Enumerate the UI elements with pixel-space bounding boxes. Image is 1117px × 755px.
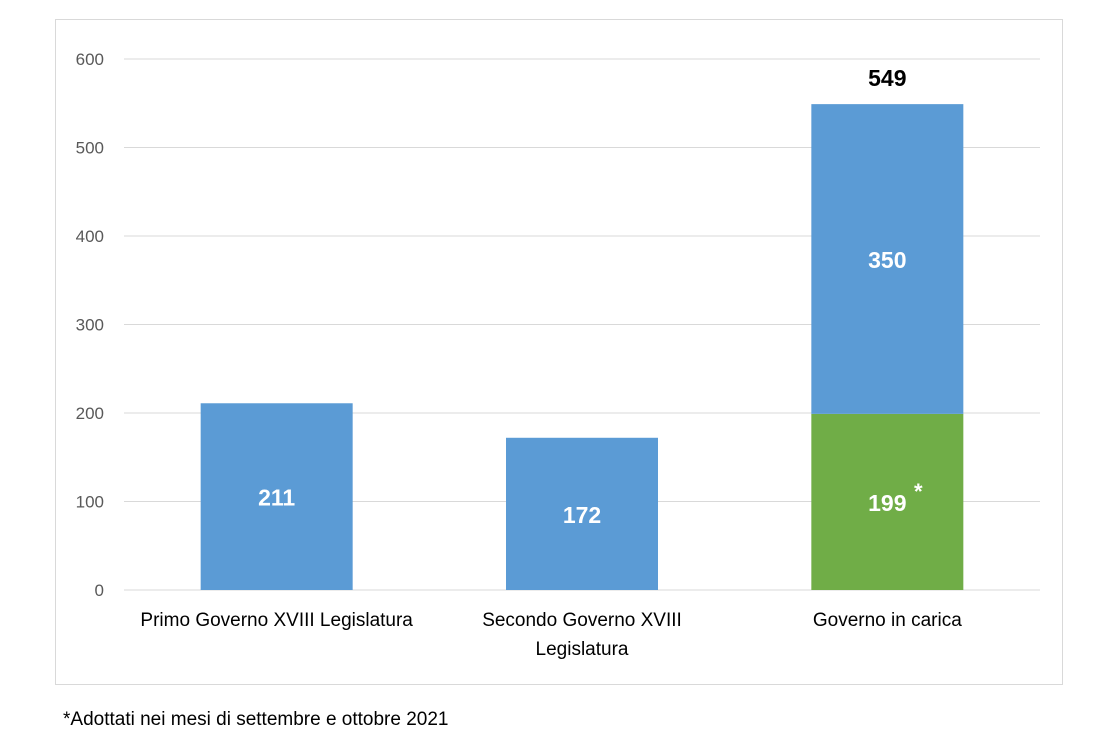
bar-value-label: 172: [563, 502, 601, 528]
bar-value-label: 199: [868, 490, 906, 516]
bar-chart: 0 100 200 300 400 500 600 211 Primo Governo XVII…: [76, 50, 1040, 660]
y-tick-label: 600: [76, 50, 104, 69]
x-category-label: Secondo Governo XVIII: [482, 610, 682, 631]
y-tick-label: 200: [76, 404, 104, 423]
bar-value-label: 211: [258, 485, 295, 511]
footnote: *Adottati nei mesi di settembre e ottobr…: [63, 709, 449, 730]
bar-value-asterisk: *: [914, 479, 923, 504]
y-tick-label: 400: [76, 227, 104, 246]
bar-segment: [811, 104, 964, 414]
bar-value-label: 350: [868, 247, 906, 273]
y-tick-label: 100: [76, 493, 104, 512]
x-category-label: Legislatura: [536, 639, 629, 660]
y-tick-label: 0: [95, 581, 104, 600]
bar-total-label: 549: [868, 65, 906, 91]
x-category-label: Primo Governo XVIII Legislatura: [140, 610, 413, 631]
bar-segment: [811, 413, 964, 590]
x-category-label: Governo in carica: [813, 610, 962, 631]
bar-segment: [200, 403, 353, 590]
y-tick-label: 300: [76, 316, 104, 335]
bar-segment: [506, 437, 658, 590]
y-tick-label: 500: [76, 139, 104, 158]
